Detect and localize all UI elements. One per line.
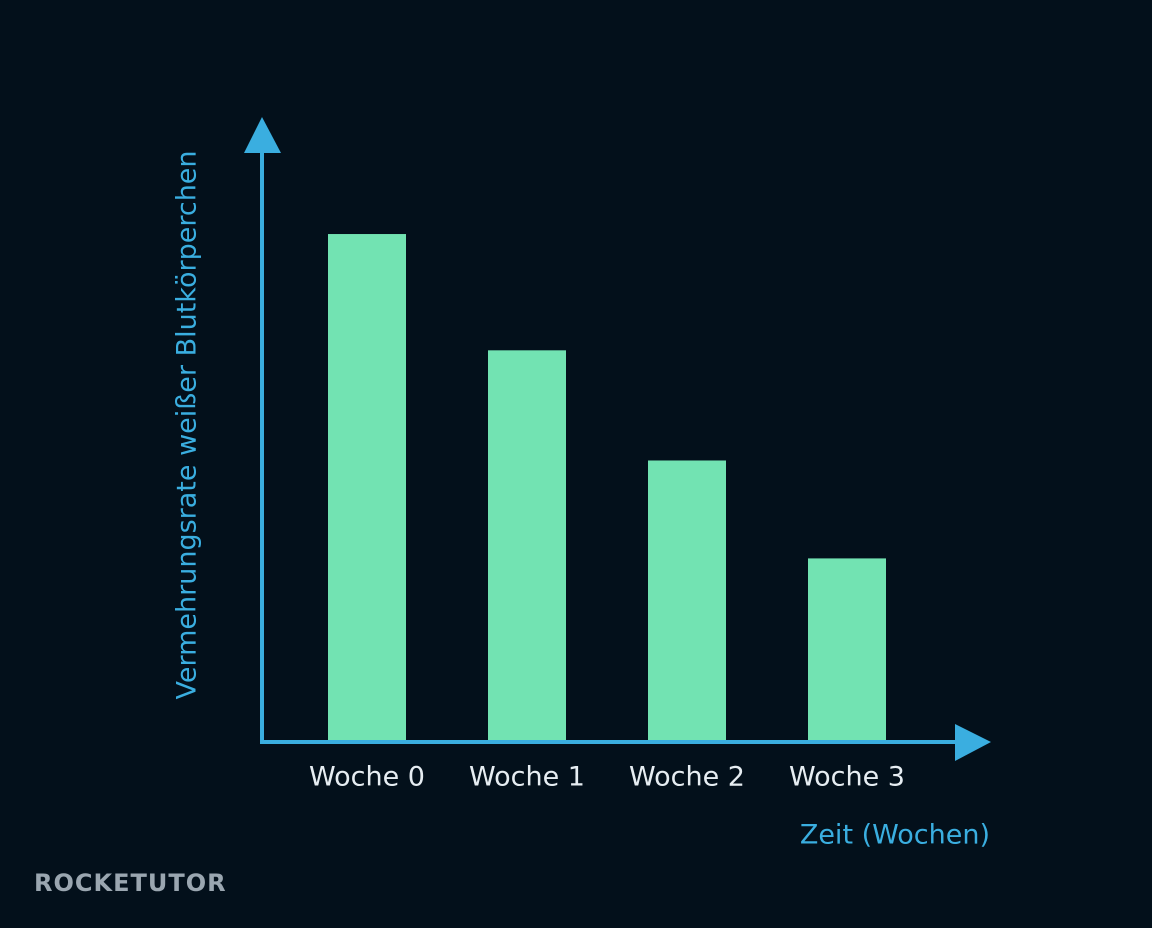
x-axis-arrow — [955, 724, 991, 761]
bar — [488, 350, 566, 740]
x-axis-label: Zeit (Wochen) — [800, 820, 990, 851]
watermark: ROCKETUTOR — [34, 869, 227, 897]
bar — [328, 234, 406, 741]
x-tick-label: Woche 0 — [309, 762, 425, 793]
bar — [648, 460, 726, 740]
x-tick-label: Woche 3 — [789, 762, 905, 793]
x-tick-label: Woche 1 — [469, 762, 585, 793]
bar — [808, 558, 886, 740]
y-axis-arrow — [244, 117, 281, 153]
y-axis-label: Vermehrungsrate weißer Blutkörperchen — [172, 150, 203, 699]
x-tick-label: Woche 2 — [629, 762, 745, 793]
